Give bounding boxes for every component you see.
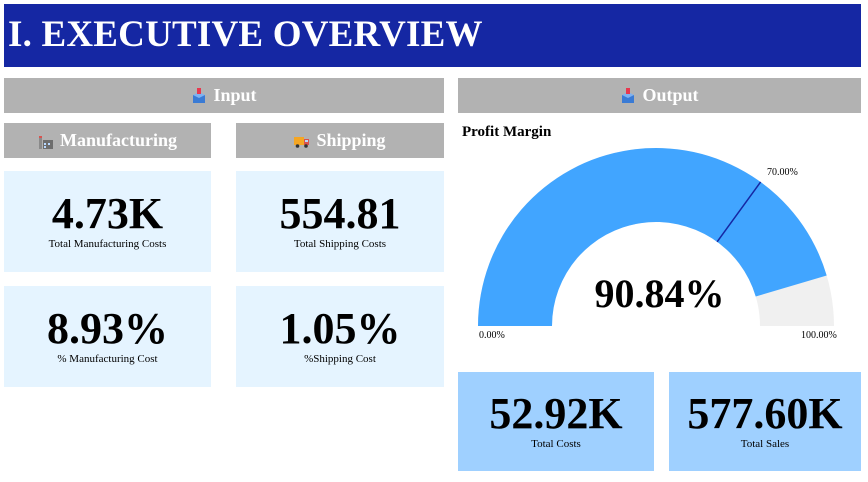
output-section-label: Output	[642, 85, 699, 105]
gauge-fill	[478, 148, 827, 326]
kpi-label: Total Sales	[740, 438, 790, 450]
page-title: I. EXECUTIVE OVERVIEW	[8, 14, 483, 55]
total-shipping-costs-card: 554.81 Total Shipping Costs	[236, 171, 444, 272]
gauge-target-line	[716, 181, 762, 243]
input-section-label: Input	[213, 85, 257, 105]
kpi-label: Total Manufacturing Costs	[48, 238, 167, 250]
delivery-truck-icon	[294, 133, 310, 149]
kpi-value: 4.73K	[51, 189, 164, 238]
gauge-title: Profit Margin	[462, 124, 552, 140]
gauge-target-label: 70.00%	[767, 167, 798, 178]
total-costs-card: 52.92K Total Costs	[458, 372, 654, 471]
gauge-min-label: 0.00%	[479, 330, 505, 341]
kpi-value: 52.92K	[489, 389, 623, 438]
shipping-label: Shipping	[316, 130, 386, 150]
total-sales-card: 577.60K Total Sales	[669, 372, 861, 471]
pct-shipping-cost-card: 1.05% %Shipping Cost	[236, 286, 444, 387]
manufacturing-label: Manufacturing	[60, 130, 177, 150]
pct-manufacturing-cost-card: 8.93% % Manufacturing Cost	[4, 286, 211, 387]
shipping-header: Shipping	[236, 123, 444, 158]
kpi-label: Total Costs	[531, 438, 581, 450]
package-icon	[620, 87, 636, 104]
input-section-header: Input	[4, 78, 444, 113]
kpi-label: % Manufacturing Cost	[57, 353, 158, 365]
gauge-max-label: 100.00%	[801, 330, 837, 341]
profit-margin-gauge: 90.84% 0.00% 100.00% 70.00%	[458, 140, 861, 345]
factory-icon	[38, 133, 54, 149]
kpi-value: 577.60K	[687, 389, 843, 438]
total-manufacturing-costs-card: 4.73K Total Manufacturing Costs	[4, 171, 211, 272]
gauge-chart	[478, 148, 834, 326]
gauge-value: 90.84%	[594, 271, 725, 316]
kpi-value: 554.81	[279, 189, 401, 238]
manufacturing-header: Manufacturing	[4, 123, 211, 158]
title-bar: I. EXECUTIVE OVERVIEW	[4, 4, 861, 67]
kpi-label: %Shipping Cost	[304, 353, 376, 365]
output-section-header: Output	[458, 78, 861, 113]
kpi-label: Total Shipping Costs	[293, 238, 387, 250]
kpi-value: 8.93%	[47, 304, 168, 353]
package-icon	[191, 87, 207, 104]
kpi-value: 1.05%	[279, 304, 401, 353]
